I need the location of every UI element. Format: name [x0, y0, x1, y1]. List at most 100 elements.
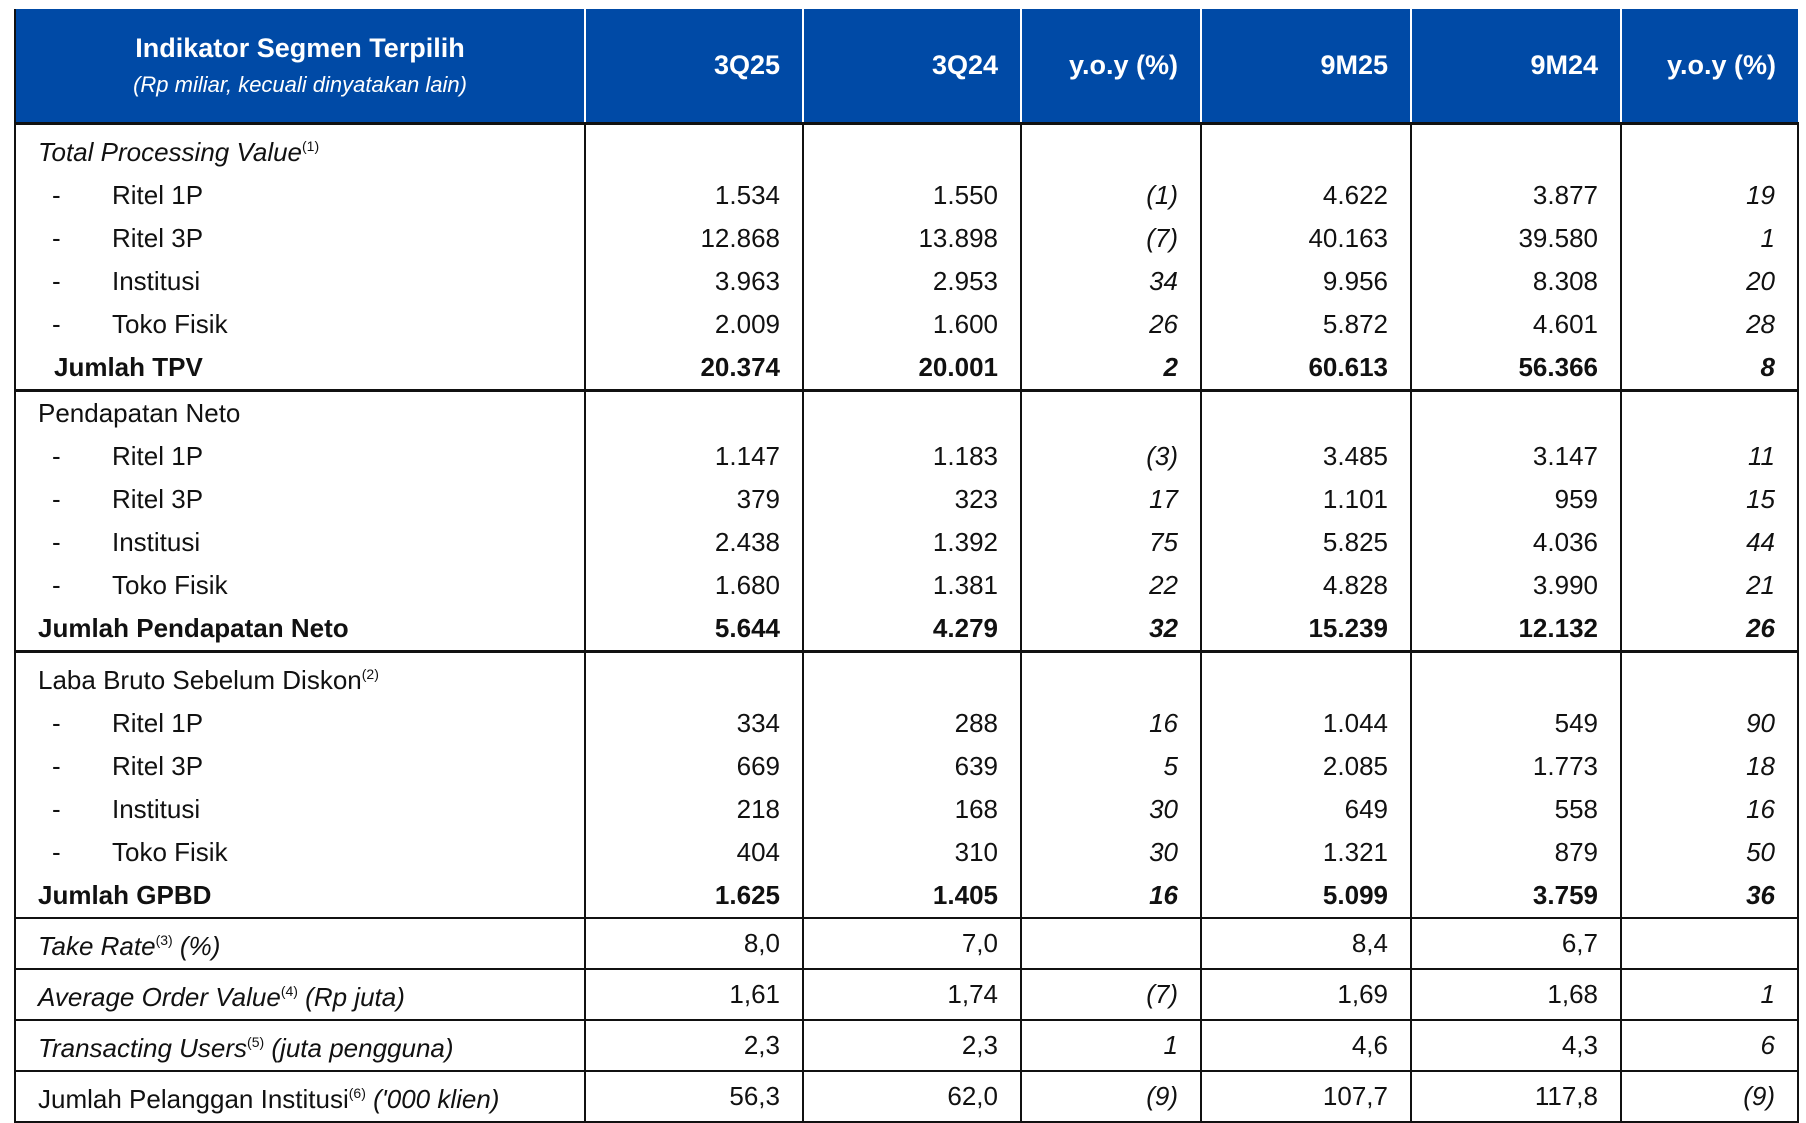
value-cell: 1,61	[584, 968, 804, 1020]
value-cell: 12.868	[584, 217, 804, 260]
yoy-cell: 26	[1620, 607, 1799, 652]
metric-unit: (juta pengguna)	[271, 1033, 454, 1063]
value-cell: 56,3	[584, 1070, 804, 1123]
footnote-mark: (5)	[247, 1034, 265, 1050]
total-label: Jumlah Pendapatan Neto	[38, 613, 349, 643]
value-cell: 288	[802, 702, 1022, 745]
total-label-cell: Jumlah TPV	[14, 346, 586, 391]
metric-row: Average Order Value(4) (Rp juta) 1,61 1,74…	[14, 968, 1799, 1020]
metric-unit: ('000 klien)	[373, 1084, 500, 1114]
footnote-mark: (3)	[155, 932, 173, 948]
value-cell: 5.099	[1200, 874, 1412, 918]
value-cell: 40.163	[1200, 217, 1412, 260]
column-header: 3Q25	[584, 9, 803, 125]
row-label: Institusi	[112, 266, 201, 296]
value-cell: 3.990	[1410, 564, 1622, 607]
column-header: y.o.y (%)	[1020, 9, 1201, 125]
yoy-cell: (7)	[1020, 217, 1202, 260]
yoy-cell: 90	[1620, 702, 1799, 745]
bullet-dash: -	[52, 484, 61, 514]
empty-cell	[1200, 122, 1412, 174]
value-cell: 1.680	[584, 564, 804, 607]
metric-label-cell: Average Order Value(4) (Rp juta)	[14, 968, 586, 1020]
value-cell: 3.485	[1200, 435, 1412, 478]
table-subtitle: (Rp miliar, kecuali dinyatakan lain)	[133, 72, 467, 97]
table-row: - Toko Fisik 1.680 1.381 22 4.828 3.990 21	[14, 564, 1799, 607]
yoy-cell: 2	[1020, 346, 1202, 391]
row-label: Toko Fisik	[112, 309, 228, 339]
yoy-cell: 44	[1620, 521, 1799, 564]
header-title-cell: Indikator Segmen Terpilih (Rp miliar, ke…	[14, 9, 585, 125]
group-header-row: Total Processing Value(1)	[14, 122, 1799, 174]
column-header: 9M25	[1200, 9, 1411, 125]
value-cell: 1.405	[802, 874, 1022, 918]
footnote-mark: (1)	[302, 138, 320, 154]
bullet-dash: -	[52, 527, 61, 557]
value-cell: 4.622	[1200, 174, 1412, 217]
value-cell: 1.381	[802, 564, 1022, 607]
value-cell: 168	[802, 788, 1022, 831]
total-row: Jumlah GPBD 1.625 1.405 16 5.099 3.759 36	[14, 874, 1799, 918]
value-cell: 404	[584, 831, 804, 874]
yoy-cell: 75	[1020, 521, 1202, 564]
empty-cell	[584, 122, 804, 174]
table-body: Total Processing Value(1) - Ritel 1P 1.534 1…	[14, 122, 1799, 1123]
empty-cell	[1200, 389, 1412, 435]
value-cell: 2.009	[584, 303, 804, 346]
table-row: - Institusi 2.438 1.392 75 5.825 4.036 44	[14, 521, 1799, 564]
yoy-cell: 16	[1020, 702, 1202, 745]
value-cell: 669	[584, 745, 804, 788]
value-cell: 1.147	[584, 435, 804, 478]
empty-cell	[1620, 122, 1799, 174]
row-label-cell: - Institusi	[14, 788, 586, 831]
empty-cell	[1200, 650, 1412, 702]
metric-label: Take Rate	[38, 931, 156, 961]
metric-row: Jumlah Pelanggan Institusi(6) ('000 klie…	[14, 1070, 1799, 1123]
row-label: Ritel 3P	[112, 223, 204, 253]
total-row: Jumlah TPV 20.374 20.001 2 60.613 56.366 8	[14, 346, 1799, 391]
metric-label: Transacting Users	[38, 1033, 248, 1063]
yoy-cell: 1	[1620, 217, 1799, 260]
table-row: - Ritel 3P 669 639 5 2.085 1.773 18	[14, 745, 1799, 788]
metric-unit: (Rp juta)	[305, 982, 405, 1012]
column-header: 3Q24	[802, 9, 1021, 125]
row-label-cell: - Toko Fisik	[14, 564, 586, 607]
yoy-cell: 19	[1620, 174, 1799, 217]
group-header-row: Pendapatan Neto	[14, 389, 1799, 435]
bullet-dash: -	[52, 570, 61, 600]
yoy-cell: 16	[1620, 788, 1799, 831]
total-label-cell: Jumlah Pendapatan Neto	[14, 607, 586, 652]
table-row: - Toko Fisik 2.009 1.600 26 5.872 4.601 28	[14, 303, 1799, 346]
row-label-cell: - Institusi	[14, 521, 586, 564]
row-label-cell: - Ritel 1P	[14, 435, 586, 478]
header-row: Indikator Segmen Terpilih (Rp miliar, ke…	[14, 9, 1798, 125]
yoy-cell: 11	[1620, 435, 1799, 478]
value-cell: 2,3	[802, 1019, 1022, 1071]
row-label: Ritel 3P	[112, 484, 204, 514]
table-title: Indikator Segmen Terpilih	[135, 33, 465, 63]
metric-label-cell: Jumlah Pelanggan Institusi(6) ('000 klie…	[14, 1070, 586, 1123]
empty-cell	[802, 122, 1022, 174]
row-label-cell: - Toko Fisik	[14, 303, 586, 346]
row-label: Ritel 3P	[112, 751, 204, 781]
value-cell: 20.001	[802, 346, 1022, 391]
table-row: - Ritel 1P 334 288 16 1.044 549 90	[14, 702, 1799, 745]
bullet-dash: -	[52, 266, 61, 296]
value-cell: 3.963	[584, 260, 804, 303]
yoy-cell: 1	[1620, 968, 1799, 1020]
bullet-dash: -	[52, 309, 61, 339]
row-label: Ritel 1P	[112, 708, 204, 738]
value-cell: 310	[802, 831, 1022, 874]
empty-cell	[1020, 389, 1202, 435]
row-label: Toko Fisik	[112, 837, 228, 867]
value-cell: 879	[1410, 831, 1622, 874]
yoy-cell: 22	[1020, 564, 1202, 607]
value-cell: 39.580	[1410, 217, 1622, 260]
value-cell: 5.644	[584, 607, 804, 652]
total-row: Jumlah Pendapatan Neto 5.644 4.279 32 15.239…	[14, 607, 1799, 652]
value-cell: 6,7	[1410, 917, 1622, 969]
yoy-cell: 17	[1020, 478, 1202, 521]
value-cell: 8.308	[1410, 260, 1622, 303]
footnote-mark: (6)	[348, 1085, 366, 1101]
yoy-cell: 16	[1020, 874, 1202, 918]
